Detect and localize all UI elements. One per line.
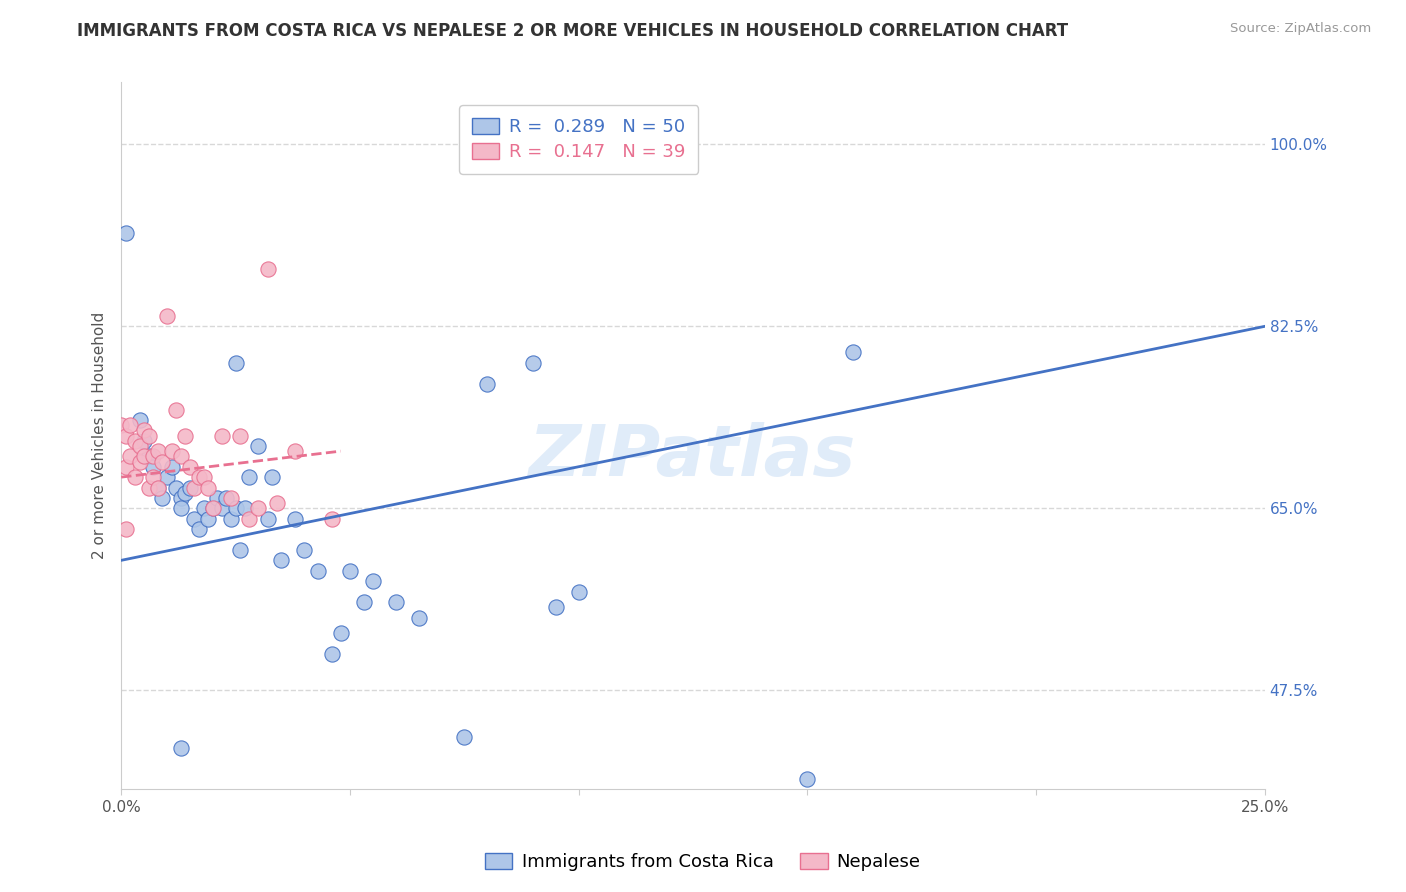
Point	[247, 501, 270, 516]
Point	[138, 428, 160, 442]
Point	[124, 434, 146, 448]
Point	[170, 450, 193, 464]
Point	[132, 423, 155, 437]
Point	[170, 740, 193, 755]
Point	[361, 574, 384, 588]
Point	[128, 413, 150, 427]
Text: IMMIGRANTS FROM COSTA RICA VS NEPALESE 2 OR MORE VEHICLES IN HOUSEHOLD CORRELATI: IMMIGRANTS FROM COSTA RICA VS NEPALESE 2…	[77, 22, 1069, 40]
Point	[238, 470, 260, 484]
Point	[150, 454, 173, 468]
Point	[142, 470, 165, 484]
Point	[183, 481, 205, 495]
Point	[321, 647, 343, 661]
Point	[170, 501, 193, 516]
Point	[256, 262, 278, 277]
Point	[132, 434, 155, 448]
Point	[114, 459, 136, 474]
Point	[262, 470, 284, 484]
Point	[197, 512, 219, 526]
Point	[110, 418, 132, 433]
Point	[150, 491, 173, 505]
Point	[114, 522, 136, 536]
Point	[256, 512, 278, 526]
Point	[146, 481, 169, 495]
Point	[132, 450, 155, 464]
Point	[544, 600, 567, 615]
Legend: Immigrants from Costa Rica, Nepalese: Immigrants from Costa Rica, Nepalese	[478, 846, 928, 879]
Point	[114, 428, 136, 442]
Point	[453, 730, 475, 744]
Point	[156, 309, 179, 323]
Point	[183, 512, 205, 526]
Point	[307, 564, 329, 578]
Point	[329, 626, 352, 640]
Point	[215, 491, 238, 505]
Point	[284, 512, 307, 526]
Point	[229, 543, 252, 558]
Point	[170, 491, 193, 505]
Point	[128, 439, 150, 453]
Point	[233, 501, 256, 516]
Point	[238, 512, 260, 526]
Point	[266, 496, 288, 510]
Point	[292, 543, 315, 558]
Point	[219, 491, 242, 505]
Point	[353, 595, 375, 609]
Point	[188, 522, 211, 536]
Point	[270, 553, 292, 567]
Point	[179, 481, 201, 495]
Legend: R =  0.289   N = 50, R =  0.147   N = 39: R = 0.289 N = 50, R = 0.147 N = 39	[458, 105, 699, 174]
Point	[522, 356, 544, 370]
Point	[477, 376, 499, 391]
Point	[211, 501, 233, 516]
Point	[174, 428, 197, 442]
Point	[165, 481, 187, 495]
Point	[225, 356, 247, 370]
Point	[124, 470, 146, 484]
Point	[138, 450, 160, 464]
Point	[225, 501, 247, 516]
Text: ZIPatlas: ZIPatlas	[529, 422, 856, 491]
Point	[193, 470, 215, 484]
Point	[408, 610, 430, 624]
Point	[568, 584, 591, 599]
Point	[142, 459, 165, 474]
Point	[201, 501, 224, 516]
Point	[156, 470, 179, 484]
Point	[160, 444, 183, 458]
Point	[160, 459, 183, 474]
Point	[174, 485, 197, 500]
Point	[229, 428, 252, 442]
Point	[219, 512, 242, 526]
Point	[384, 595, 406, 609]
Point	[128, 454, 150, 468]
Point	[339, 564, 361, 578]
Point	[120, 450, 142, 464]
Point	[146, 481, 169, 495]
Point	[179, 459, 201, 474]
Point	[201, 501, 224, 516]
Y-axis label: 2 or more Vehicles in Household: 2 or more Vehicles in Household	[93, 312, 107, 559]
Point	[284, 444, 307, 458]
Point	[211, 428, 233, 442]
Point	[114, 226, 136, 240]
Point	[142, 450, 165, 464]
Point	[146, 444, 169, 458]
Point	[197, 481, 219, 495]
Point	[207, 491, 229, 505]
Point	[796, 772, 818, 786]
Point	[165, 402, 187, 417]
Point	[247, 439, 270, 453]
Point	[842, 345, 865, 359]
Point	[138, 481, 160, 495]
Text: Source: ZipAtlas.com: Source: ZipAtlas.com	[1230, 22, 1371, 36]
Point	[188, 470, 211, 484]
Point	[193, 501, 215, 516]
Point	[321, 512, 343, 526]
Point	[120, 418, 142, 433]
